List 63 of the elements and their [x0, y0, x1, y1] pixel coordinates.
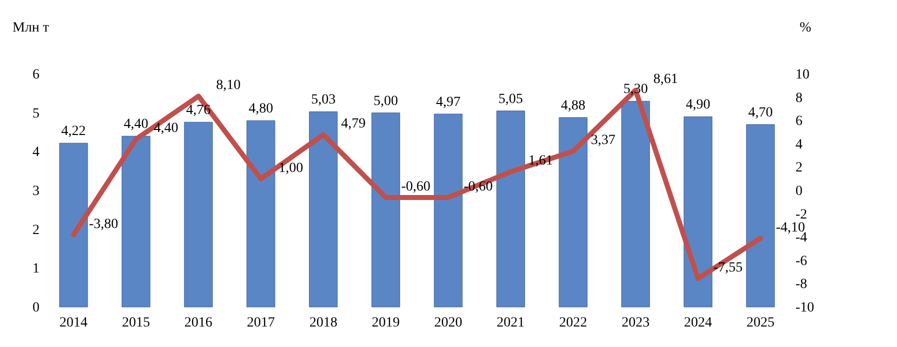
y2-axis-title: %: [800, 20, 812, 36]
data-label: 4,40: [154, 121, 178, 136]
data-label: 4,22: [61, 124, 86, 140]
data-label: 5,30: [623, 82, 648, 98]
x-tick-label: 2014: [60, 316, 88, 330]
data-label: 8,10: [216, 78, 241, 94]
x-tick-label: 2022: [559, 316, 588, 330]
y2-tick-label: -6: [796, 254, 808, 269]
bar: [371, 112, 400, 308]
y-tick-label: 4: [32, 145, 40, 160]
data-label: 5,03: [311, 92, 336, 108]
y-tick-label: 3: [32, 184, 40, 199]
bar: [59, 142, 88, 308]
x-tick-label: 2019: [372, 316, 400, 330]
data-label: 4,40: [124, 117, 148, 132]
x-tick-label: 2017: [246, 316, 275, 330]
y-tick-label: 6: [32, 68, 40, 82]
x-tick-label: 2018: [309, 316, 338, 330]
y-tick-label: 0: [32, 300, 40, 316]
x-tick-label: 2021: [496, 316, 525, 330]
bar: [684, 116, 712, 308]
data-label: 4,80: [248, 102, 274, 117]
data-label: 3,37: [590, 133, 616, 148]
y2-tick-label: -10: [796, 300, 814, 316]
bar: [246, 120, 276, 308]
y-axis-title: Млн т: [12, 20, 50, 36]
y-tick-label: 2: [32, 222, 40, 238]
data-label: 4,79: [341, 116, 366, 132]
data-label: 4,88: [560, 98, 586, 114]
x-tick-label: 2024: [684, 316, 712, 330]
y2-tick-label: 10: [796, 68, 810, 82]
y2-tick-label: 8: [796, 90, 802, 106]
y-tick-label: 5: [32, 106, 40, 122]
data-label: 4,90: [686, 98, 710, 113]
bar: [309, 111, 338, 308]
bar: [122, 136, 150, 308]
x-tick-label: 2020: [434, 316, 462, 330]
bar: [746, 124, 775, 308]
data-label: 8,61: [653, 72, 678, 88]
bar: [434, 114, 463, 308]
bar: [621, 100, 650, 308]
x-tick-label: 2025: [746, 316, 774, 330]
x-tick-label: 2015: [122, 316, 150, 330]
y2-tick-label: -8: [796, 277, 808, 292]
data-label: -3,80: [88, 216, 118, 232]
data-label: 1,00: [278, 160, 304, 176]
y2-tick-label: 6: [796, 114, 802, 130]
y2-tick-label: 2: [796, 160, 802, 176]
data-label: 4,97: [436, 95, 460, 110]
y2-tick-label: 4: [796, 137, 802, 152]
y2-tick-label: -2: [796, 207, 808, 222]
y2-tick-label: 0: [796, 184, 802, 199]
x-tick-label: 2023: [622, 316, 650, 330]
data-label: 5,00: [374, 94, 398, 109]
bar: [496, 110, 525, 308]
bar: [184, 122, 213, 308]
x-tick-label: 2016: [184, 316, 212, 330]
data-label: -0,60: [401, 179, 430, 194]
data-label: 5,05: [498, 92, 523, 107]
data-label: -7,55: [713, 260, 743, 276]
bar: [558, 117, 588, 308]
data-label: 4,70: [748, 105, 773, 120]
y-tick-label: 1: [32, 262, 40, 277]
